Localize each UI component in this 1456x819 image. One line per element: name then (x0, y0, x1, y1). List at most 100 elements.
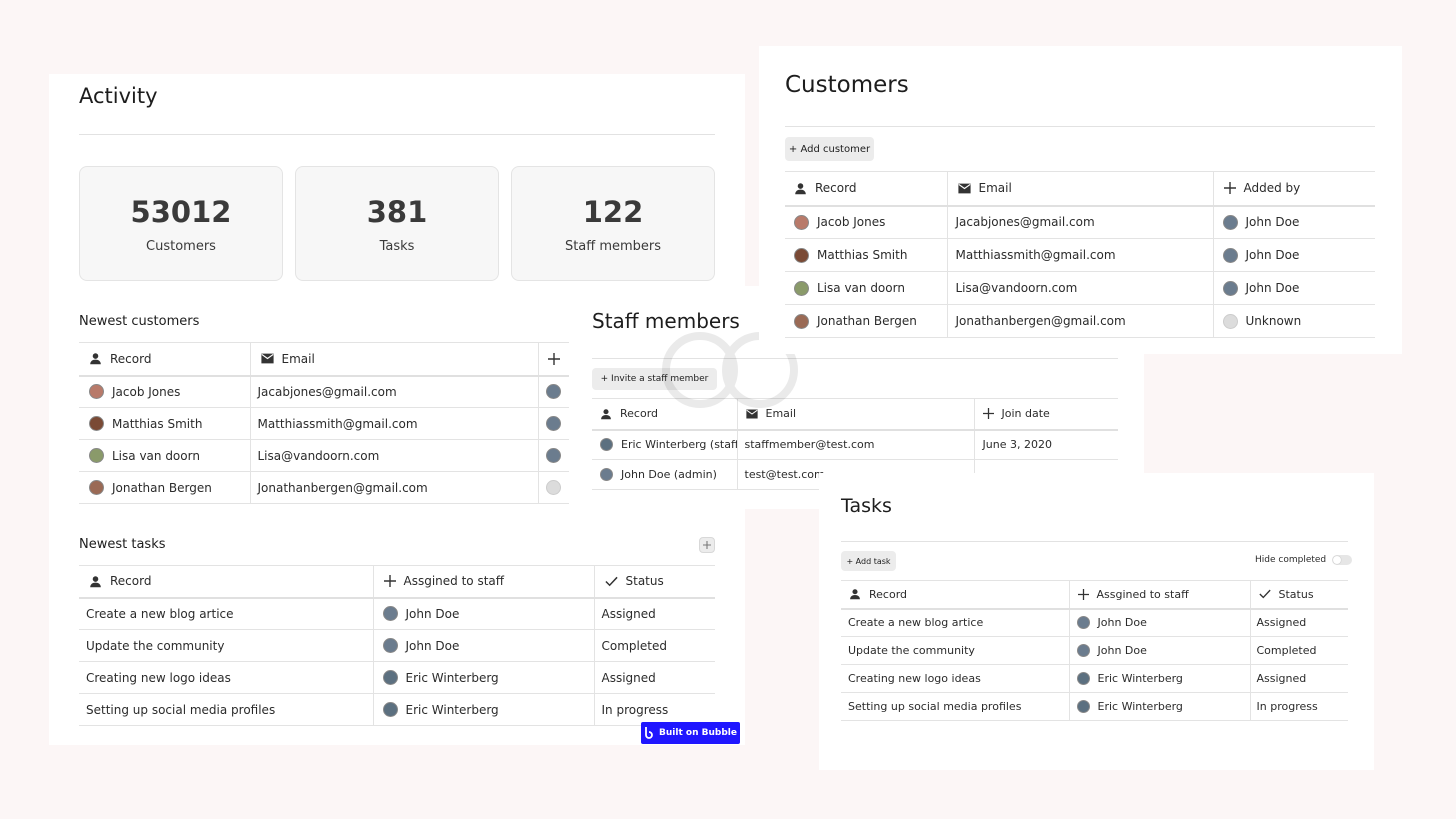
task-status: Completed (1249, 636, 1348, 665)
hide-completed-toggle[interactable] (1332, 555, 1353, 565)
add-task-icon-button[interactable] (699, 537, 715, 553)
mail-icon (957, 183, 971, 194)
person-icon (89, 352, 102, 365)
stat-label: Staff members (564, 239, 662, 254)
table-row[interactable]: Update the community John Doe Completed (841, 636, 1348, 665)
avatar (1076, 672, 1090, 685)
customer-email: Lisa@vandoorn.com (946, 271, 1213, 305)
table-row[interactable]: Setting up social media profiles Eric Wi… (841, 692, 1348, 721)
table-row[interactable]: Create a new blog artice John Doe Assign… (841, 608, 1348, 637)
avatar (794, 313, 809, 329)
customer-email: Jacabjones@gmail.com (249, 375, 538, 408)
table-row[interactable]: Matthias Smith Matthiassmith@gmail.com (79, 407, 569, 440)
table-row[interactable]: Jacob Jones Jacabjones@gmail.com John Do… (785, 205, 1375, 239)
newest-customers-title: Newest customers (79, 314, 200, 329)
staff-name: John Doe (405, 606, 460, 621)
avatar (600, 438, 613, 452)
column-header-record[interactable]: Record (592, 398, 737, 431)
staff-name: Eric Winterberg (staff) (621, 438, 737, 452)
stat-value: 53012 (130, 195, 232, 229)
table-row[interactable]: Lisa van doorn Lisa@vandoorn.com John Do… (785, 271, 1375, 305)
plus-icon (703, 541, 711, 549)
table-row[interactable]: Jacob Jones Jacabjones@gmail.com (79, 375, 569, 408)
column-header-label: Record (869, 587, 908, 601)
customer-name: Matthias Smith (112, 416, 203, 431)
column-header-assigned[interactable]: Assgined to staff (372, 565, 594, 599)
column-header-assigned[interactable]: Assgined to staff (1068, 580, 1250, 610)
table-row[interactable]: Create a new blog artice John Doe Assign… (79, 597, 715, 630)
column-header-status[interactable]: Status (1249, 580, 1348, 610)
hide-completed-label: Hide completed (1255, 555, 1327, 565)
table-row[interactable]: Update the community John Doe Completed (79, 629, 715, 662)
avatar (546, 416, 562, 431)
column-header-record[interactable]: Record (785, 171, 947, 207)
stat-card-customers: 53012 Customers (79, 166, 283, 281)
column-header-label: Assgined to staff (403, 574, 505, 589)
customer-email: Jacabjones@gmail.com (946, 205, 1213, 239)
add-customer-button[interactable]: + Add customer (785, 137, 874, 161)
table-row[interactable]: Matthias Smith Matthiassmith@gmail.com J… (785, 238, 1375, 272)
staff-name: John Doe (405, 638, 460, 653)
divider (592, 358, 1118, 359)
stat-card-tasks: 381 Tasks (295, 166, 499, 281)
built-on-bubble-badge[interactable]: Built on Bubble (641, 722, 740, 744)
table-row[interactable]: Creating new logo ideas Eric Winterberg … (841, 664, 1348, 693)
column-header-email[interactable]: Email (249, 342, 538, 377)
person-icon (600, 408, 612, 420)
task-name: Creating new logo ideas (79, 661, 373, 694)
page-title: Activity (79, 84, 158, 108)
add-task-button[interactable]: + Add task (841, 551, 896, 571)
task-status: In progress (1249, 692, 1348, 721)
table-row[interactable]: Setting up social media profiles Eric Wi… (79, 693, 715, 726)
newest-tasks-title: Newest tasks (79, 537, 166, 552)
staff-name: John Doe (admin) (621, 468, 717, 481)
table-row[interactable]: Creating new logo ideas Eric Winterberg … (79, 661, 715, 694)
added-by-name: John Doe (1245, 248, 1300, 262)
avatar (89, 384, 104, 400)
column-header-status[interactable]: Status (593, 565, 715, 599)
customer-name: Jonathan Bergen (112, 480, 212, 495)
bubble-logo-icon (644, 727, 654, 739)
table-row[interactable]: Lisa van doorn Lisa@vandoorn.com (79, 439, 569, 472)
column-header-record[interactable]: Record (79, 565, 373, 599)
avatar (600, 468, 613, 481)
column-header-join-date[interactable]: Join date (973, 398, 1118, 431)
hide-completed-control[interactable]: Hide completed (1255, 555, 1353, 565)
column-header-record[interactable]: Record (79, 342, 250, 377)
column-header-label: Record (620, 407, 659, 421)
plus-icon (982, 408, 994, 420)
column-header-added-by[interactable]: Added by (1212, 171, 1375, 207)
task-status: Assigned (593, 661, 715, 694)
avatar (794, 247, 809, 263)
table-row[interactable]: Jonathan Bergen Jonathanbergen@gmail.com… (785, 304, 1375, 338)
customer-email: Matthiassmith@gmail.com (249, 407, 538, 440)
task-status: Assigned (1249, 608, 1348, 637)
staff-email: staffmember@test.com (736, 429, 974, 460)
column-header-record[interactable]: Record (841, 580, 1069, 610)
avatar-placeholder (1222, 313, 1238, 329)
avatar (546, 384, 562, 400)
staff-name: Eric Winterberg (1097, 672, 1183, 685)
staff-table: Record Email Join date Eric Winterberg (… (592, 398, 1118, 490)
newest-customers-table: Record Email Jacob Jones Jacabjones@gmai… (79, 342, 569, 504)
table-row[interactable]: Eric Winterberg (staff) staffmember@test… (592, 429, 1118, 460)
check-icon (604, 576, 618, 587)
staff-name: Eric Winterberg (405, 670, 499, 685)
column-header-email[interactable]: Email (736, 398, 974, 431)
task-name: Setting up social media profiles (79, 693, 373, 726)
stat-card-staff: 122 Staff members (511, 166, 715, 281)
divider (785, 126, 1375, 127)
stat-label: Customers (146, 239, 216, 254)
column-header-email[interactable]: Email (946, 171, 1213, 207)
customers-title: Customers (785, 72, 909, 98)
task-name: Update the community (79, 629, 373, 662)
added-by-name: John Doe (1245, 281, 1300, 295)
column-header-label: Added by (1243, 181, 1301, 196)
invite-staff-button[interactable]: + Invite a staff member (592, 368, 717, 390)
column-header-added-by[interactable] (537, 342, 569, 377)
column-header-label: Record (110, 351, 152, 366)
added-by-name: Unknown (1245, 314, 1302, 328)
avatar (794, 214, 809, 230)
customer-name: Jacob Jones (817, 215, 886, 230)
table-row[interactable]: Jonathan Bergen Jonathanbergen@gmail.com (79, 471, 569, 504)
